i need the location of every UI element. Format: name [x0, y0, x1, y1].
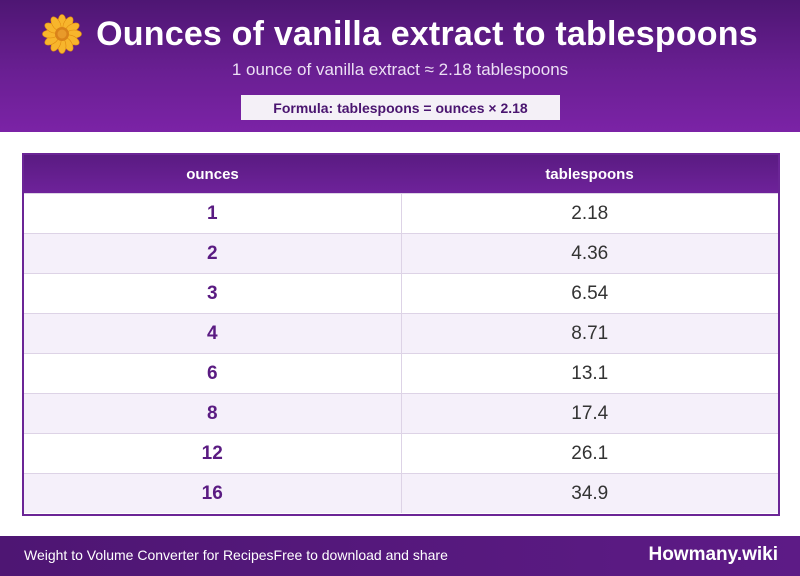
cell-ounces: 1: [24, 193, 402, 234]
table-row: 4 8.71: [24, 313, 778, 354]
table-header-row: ounces tablespoons: [24, 155, 778, 194]
table-row: 8 17.4: [24, 393, 778, 434]
footer-converter-name: Weight to Volume Converter for Recipes: [24, 547, 274, 563]
cell-tablespoons: 4.36: [401, 233, 778, 274]
cell-tablespoons: 6.54: [401, 273, 778, 314]
page-subtitle: 1 ounce of vanilla extract ≈ 2.18 tables…: [231, 60, 569, 79]
conversion-table: ounces tablespoons 1 2.18 2 4.36 3 6.54 …: [24, 155, 778, 513]
column-header-tablespoons: tablespoons: [401, 155, 778, 194]
cell-tablespoons: 2.18: [401, 193, 778, 234]
cell-ounces: 3: [24, 273, 402, 314]
cell-ounces: 8: [24, 393, 402, 434]
column-header-ounces: ounces: [24, 155, 401, 194]
cell-tablespoons: 13.1: [401, 353, 778, 394]
table-row: 6 13.1: [24, 353, 778, 394]
cell-ounces: 4: [24, 313, 402, 354]
cell-ounces: 2: [24, 233, 402, 274]
table-row: 1 2.18: [24, 193, 778, 234]
table-row: 16 34.9: [24, 473, 778, 513]
cell-ounces: 12: [24, 433, 402, 474]
cell-tablespoons: 34.9: [401, 473, 778, 513]
cell-tablespoons: 26.1: [401, 433, 778, 474]
footer-share-note: Free to download and share: [273, 547, 448, 563]
cell-tablespoons: 17.4: [401, 393, 778, 434]
cell-tablespoons: 8.71: [401, 313, 778, 354]
cell-ounces: 16: [24, 473, 402, 513]
page-title: Ounces of vanilla extract to tablespoons: [96, 14, 758, 53]
conversion-table-container: ounces tablespoons 1 2.18 2 4.36 3 6.54 …: [22, 153, 780, 516]
cell-ounces: 6: [24, 353, 402, 394]
title-row: Ounces of vanilla extract to tablespoons: [0, 10, 800, 58]
flower-icon: [42, 14, 82, 54]
formula-box: Formula: tablespoons = ounces × 2.18: [241, 95, 560, 120]
footer-brand[interactable]: Howmany.wiki: [648, 544, 778, 565]
table-row: 3 6.54: [24, 273, 778, 314]
table-row: 12 26.1: [24, 433, 778, 474]
footer-bar: Weight to Volume Converter for RecipesFr…: [0, 536, 800, 576]
header-banner: Ounces of vanilla extract to tablespoons…: [0, 0, 800, 132]
table-row: 2 4.36: [24, 233, 778, 274]
footer-description: Weight to Volume Converter for RecipesFr…: [24, 547, 448, 563]
